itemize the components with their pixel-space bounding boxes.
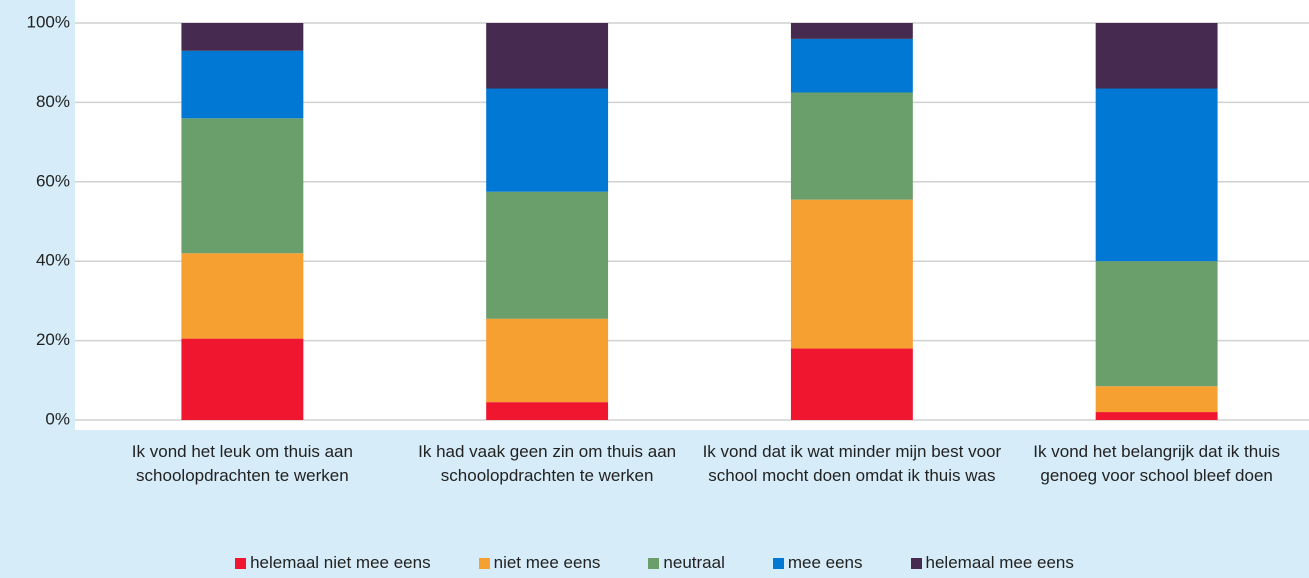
- x-tick-label: Ik had vaak geen zin om thuis aan school…: [418, 442, 677, 485]
- y-tick-label: 80%: [36, 92, 70, 111]
- bar-segment: [790, 348, 913, 420]
- legend-swatch: [478, 557, 490, 569]
- legend-label: neutraal: [663, 553, 725, 572]
- y-tick-label: 0%: [45, 409, 70, 428]
- bar-segment: [790, 199, 913, 349]
- legend-item: helemaal mee eens: [910, 553, 1074, 573]
- y-tick-label: 40%: [36, 251, 70, 270]
- x-tick-label: Ik vond het belangrijk dat ik thuis geno…: [1033, 442, 1280, 485]
- y-tick-label: 60%: [36, 171, 70, 190]
- bar-segment: [1095, 412, 1218, 420]
- legend-item: niet mee eens: [478, 553, 601, 573]
- bar-segment: [181, 338, 304, 420]
- y-tick-label: 100%: [27, 12, 70, 31]
- x-tick-label: Ik vond het leuk om thuis aan schoolopdr…: [131, 442, 353, 485]
- legend-item: neutraal: [648, 553, 725, 573]
- legend-label: niet mee eens: [493, 553, 601, 572]
- legend-label: helemaal mee eens: [925, 553, 1074, 572]
- bar-segment: [181, 118, 304, 254]
- bar-segment: [790, 92, 913, 200]
- bar-segment: [486, 318, 609, 403]
- bar-segment: [486, 88, 609, 192]
- bar-segment: [1095, 23, 1218, 89]
- legend-swatch: [648, 557, 660, 569]
- x-tick-label: Ik vond dat ik wat minder mijn best voor…: [702, 442, 1002, 485]
- legend-item: mee eens: [772, 553, 863, 573]
- bar-segment: [1095, 88, 1218, 262]
- bar-segment: [486, 23, 609, 89]
- legend-swatch: [772, 557, 784, 569]
- y-tick-label: 20%: [36, 330, 70, 349]
- bar-segment: [1095, 261, 1218, 387]
- legend-label: helemaal niet mee eens: [250, 553, 431, 572]
- bar-segment: [486, 191, 609, 319]
- legend-label: mee eens: [787, 553, 863, 572]
- legend-item: helemaal niet mee eens: [235, 553, 431, 573]
- legend: helemaal niet mee eens niet mee eens neutr…: [0, 553, 1309, 573]
- bar-segment: [486, 402, 609, 420]
- bar-segment: [790, 38, 913, 93]
- bar-segment: [181, 23, 304, 51]
- bar-segment: [181, 50, 304, 119]
- legend-swatch: [235, 557, 247, 569]
- legend-swatch: [910, 557, 922, 569]
- bar-segment: [181, 253, 304, 339]
- bar-segment: [790, 23, 913, 39]
- bar-segment: [1095, 386, 1218, 413]
